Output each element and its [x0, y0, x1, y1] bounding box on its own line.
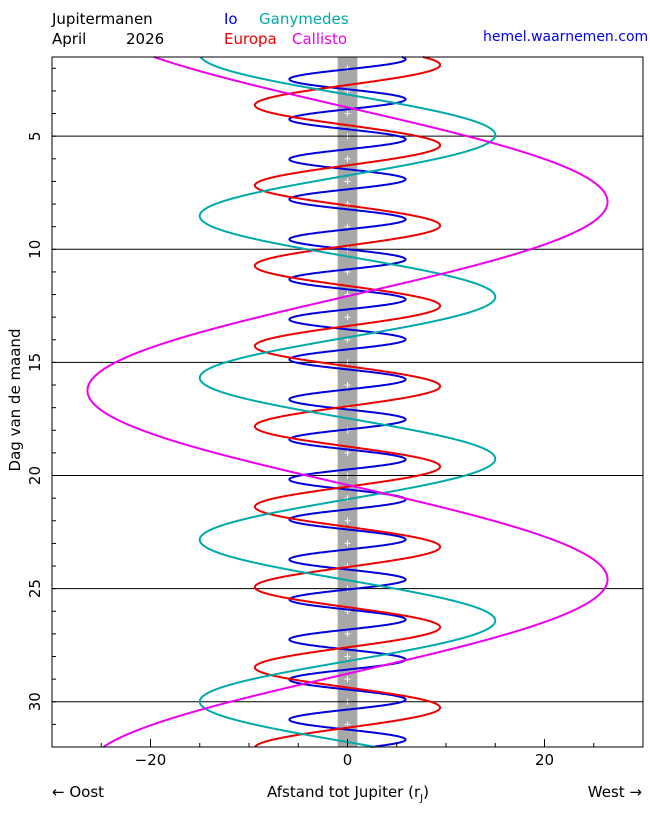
- legend-ganymedes: Ganymedes: [259, 10, 349, 28]
- series-line-europa: [253, 56, 442, 748]
- x-axis-label-sub: J: [419, 793, 423, 804]
- y-tick-label: 15: [26, 353, 44, 372]
- y-axis-label: Dag van de maand: [6, 329, 24, 472]
- x-tick-label: 0: [343, 751, 353, 769]
- legend-europa: Europa: [224, 30, 277, 48]
- x-axis-label-main: Afstand tot Jupiter (r: [267, 783, 421, 801]
- y-tick-label: 20: [26, 466, 44, 485]
- x-axis-right-label: West →: [588, 783, 642, 801]
- x-tick-label: −20: [135, 751, 167, 769]
- legend-callisto: Callisto: [292, 30, 348, 48]
- y-tick-label: 25: [26, 579, 44, 598]
- x-axis-label: Afstand tot Jupiter (rJ): [267, 783, 429, 804]
- chart-month: April: [52, 30, 87, 48]
- moon-series: [86, 56, 609, 748]
- chart-year: 2026: [126, 30, 165, 48]
- jupiter-band: [337, 57, 358, 747]
- series-line-ganymedes: [198, 56, 497, 748]
- y-tick-label: 30: [26, 692, 44, 711]
- chart-title: Jupitermanen: [52, 10, 153, 28]
- x-axis-label-end: ): [423, 783, 429, 801]
- website-link[interactable]: hemel.waarnemen.com: [483, 29, 649, 45]
- x-axis-left-label: ← Oost: [52, 783, 104, 801]
- y-tick-label: 10: [26, 240, 44, 259]
- series-line-callisto: [86, 56, 609, 748]
- y-tick-label: 5: [26, 131, 44, 141]
- legend-io: Io: [224, 10, 238, 28]
- x-tick-label: 20: [535, 751, 554, 769]
- axis-ticks: −20 0 20 5 10 15 20 25 30: [26, 67, 595, 769]
